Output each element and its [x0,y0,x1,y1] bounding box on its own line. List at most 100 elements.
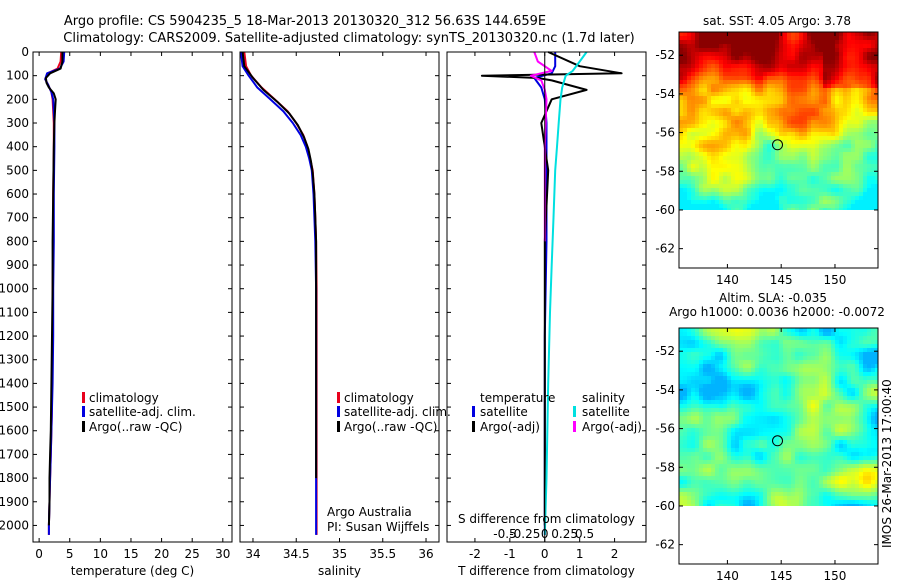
map-cell [727,128,731,132]
map-cell [807,456,811,460]
map-cell [763,88,767,92]
map-cell [823,116,827,120]
map-cell [835,156,839,160]
map-cell [683,60,687,64]
map-cell [767,156,771,160]
map-cell [839,428,843,432]
map-cell [807,388,811,392]
map-cell [763,468,767,472]
map-cell [715,484,719,488]
map-cell [759,360,763,364]
map-cell [815,32,819,36]
map-cell [755,500,759,504]
map-cell [767,416,771,420]
map-cell [759,84,763,88]
map-cell [719,496,723,500]
map-cell [707,140,711,144]
map-cell [683,184,687,188]
map-cell [747,456,751,460]
map-cell [739,452,743,456]
map-cell [747,92,751,96]
map-cell [699,164,703,168]
map-cell [751,468,755,472]
map-cell [827,152,831,156]
map-cell [719,116,723,120]
map-cell [755,360,759,364]
map-cell [815,452,819,456]
map-cell [783,172,787,176]
map-cell [847,208,851,210]
map-cell [683,504,687,506]
map-cell [687,488,691,492]
map-cell [771,380,775,384]
map-cell [779,352,783,356]
map-cell [695,64,699,68]
map-cell [875,356,878,360]
map-cell [731,504,735,506]
map-cell [803,56,807,60]
map-cell [783,500,787,504]
map-cell [779,404,783,408]
map-cell [779,372,783,376]
map-cell [715,480,719,484]
map-cell [795,504,799,506]
map-cell [787,332,791,336]
map-cell [763,60,767,64]
map-cell [731,40,735,44]
map-cell [679,156,683,160]
map-cell [683,404,687,408]
map-cell [707,504,711,506]
map-cell [855,140,859,144]
map-cell [723,144,727,148]
map-cell [819,400,823,404]
map-cell [863,40,867,44]
map-cell [815,160,819,164]
map-cell [779,48,783,52]
map-cell [719,96,723,100]
map-cell [783,436,787,440]
map-x-tick-label: 150 [824,569,847,580]
map-cell [751,404,755,408]
map-cell [851,144,855,148]
map-cell [819,404,823,408]
map-cell [819,100,823,104]
map-cell [851,404,855,408]
map-cell [855,424,859,428]
map-cell [823,448,827,452]
map-cell [855,432,859,436]
map-cell [735,428,739,432]
map-cell [763,344,767,348]
map-cell [783,344,787,348]
map-cell [779,72,783,76]
map-cell [819,500,823,504]
map-cell [775,188,779,192]
map-cell [683,80,687,84]
map-cell [847,100,851,104]
map-cell [735,444,739,448]
map-cell [683,88,687,92]
map-cell [727,184,731,188]
map-cell [835,160,839,164]
map-cell [835,76,839,80]
map-cell [715,492,719,496]
map-cell [747,204,751,208]
map-cell [867,140,871,144]
map-cell [763,400,767,404]
map-cell [839,132,843,136]
map-cell [823,368,827,372]
x-tick-label: 2 [611,547,619,561]
map-cell [679,464,683,468]
map-cell [763,96,767,100]
map-cell [707,100,711,104]
map-cell [823,180,827,184]
map-cell [715,152,719,156]
map-cell [807,152,811,156]
map-cell [823,336,827,340]
map-cell [715,384,719,388]
map-cell [691,108,695,112]
map-cell [743,200,747,204]
map-cell [763,192,767,196]
map-cell [807,344,811,348]
map-cell [739,332,743,336]
map-cell [795,132,799,136]
